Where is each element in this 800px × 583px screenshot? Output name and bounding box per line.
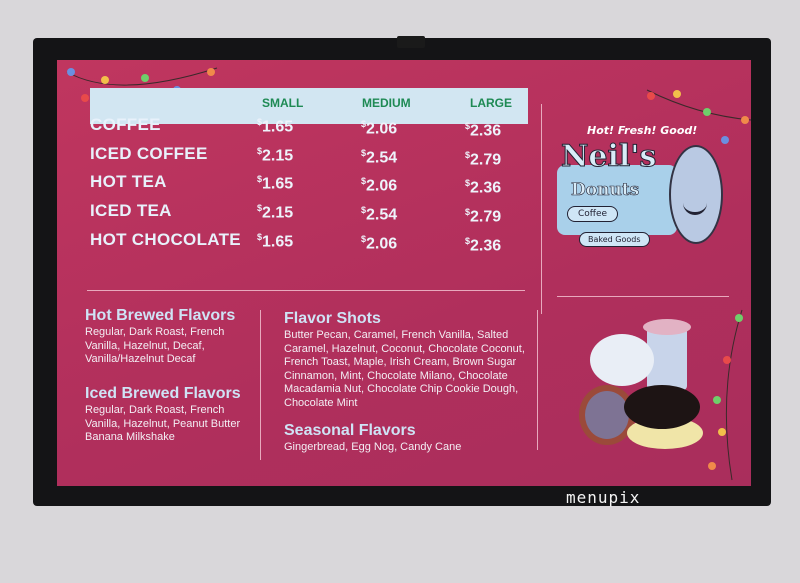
- camera: [397, 36, 425, 48]
- flavor-shots-title: Flavor Shots: [284, 310, 381, 327]
- logo-name2: Donuts: [571, 180, 640, 201]
- menu-item-price: $2.06: [361, 119, 397, 138]
- currency-symbol: $: [465, 178, 471, 188]
- logo-tagline: Hot! Fresh! Good!: [587, 124, 698, 137]
- logo-name: Neil's: [560, 139, 657, 174]
- divider: [557, 296, 729, 297]
- menu-item-price: $1.65: [257, 174, 293, 193]
- menu-item-price: $2.36: [465, 236, 501, 255]
- iced-brewed-list: Regular, Dark Roast, French Vanilla, Haz…: [85, 404, 241, 443]
- size-small: SMALL: [262, 96, 304, 110]
- seasonal-title: Seasonal Flavors: [284, 422, 416, 439]
- logo-panel: [557, 165, 677, 235]
- donuts-photo-icon: [579, 319, 703, 449]
- currency-symbol: $: [257, 203, 263, 213]
- currency-symbol: $: [361, 119, 367, 129]
- price-value: 2.79: [470, 208, 502, 226]
- currency-symbol: $: [465, 150, 471, 160]
- flavor-shots-list: Butter Pecan, Caramel, French Vanilla, S…: [284, 329, 525, 409]
- menu-item-name: HOT CHOCOLATE: [90, 230, 241, 249]
- watermark: menupix: [566, 488, 641, 507]
- divider: [537, 310, 538, 450]
- menu-item-price: $2.15: [257, 146, 293, 165]
- menu-item-price: $1.65: [257, 117, 293, 136]
- menu-item-name: COFFEE: [90, 115, 161, 134]
- menu-item-price: $2.79: [465, 207, 501, 226]
- currency-symbol: $: [465, 121, 471, 131]
- currency-symbol: $: [257, 117, 263, 127]
- menu-item-name: ICED TEA: [90, 201, 172, 220]
- price-value: 1.65: [262, 233, 294, 251]
- seasonal-list: Gingerbread, Egg Nog, Candy Cane: [284, 441, 462, 453]
- menu-item-price: $2.54: [361, 148, 397, 167]
- iced-brewed-title: Iced Brewed Flavors: [85, 385, 241, 402]
- price-value: 2.36: [470, 179, 502, 197]
- price-value: 2.15: [262, 204, 294, 222]
- price-value: 2.06: [366, 120, 398, 138]
- currency-symbol: $: [465, 236, 471, 246]
- price-value: 2.54: [366, 149, 398, 167]
- menu-item-price: $2.06: [361, 176, 397, 195]
- size-medium: MEDIUM: [362, 96, 411, 110]
- price-value: 2.54: [366, 206, 398, 224]
- logo-badge-baked: Baked Goods: [579, 232, 650, 247]
- currency-symbol: $: [361, 205, 367, 215]
- menu-item-name: HOT TEA: [90, 172, 167, 191]
- currency-symbol: $: [361, 234, 367, 244]
- price-value: 1.65: [262, 175, 294, 193]
- price-value: 2.15: [262, 147, 294, 165]
- price-value: 2.36: [470, 237, 502, 255]
- size-header-bar: [90, 88, 528, 124]
- hot-brewed-title: Hot Brewed Flavors: [85, 307, 236, 324]
- menu-item-price: $2.79: [465, 150, 501, 169]
- currency-symbol: $: [465, 207, 471, 217]
- menu-item-price: $2.06: [361, 234, 397, 253]
- menu-item-name: ICED COFFEE: [90, 144, 208, 163]
- price-value: 2.36: [470, 122, 502, 140]
- divider: [260, 310, 261, 460]
- hot-brewed-list: Regular, Dark Roast, French Vanilla, Haz…: [85, 326, 225, 365]
- price-value: 2.79: [470, 151, 502, 169]
- currency-symbol: $: [257, 232, 263, 242]
- size-large: LARGE: [470, 96, 512, 110]
- price-value: 1.65: [262, 118, 294, 136]
- menu-item-price: $1.65: [257, 232, 293, 251]
- logo-badge-coffee: Coffee: [567, 206, 619, 222]
- neils-donuts-logo: Hot! Fresh! Good! Neil's Donuts Coffee B…: [557, 120, 747, 270]
- currency-symbol: $: [257, 174, 263, 184]
- menu-screen: SMALL MEDIUM LARGE COFFEE $1.65 $2.06 $2.36…: [57, 60, 751, 486]
- menu-item-price: $2.54: [361, 205, 397, 224]
- menu-item-price: $2.36: [465, 121, 501, 140]
- menu-item-price: $2.15: [257, 203, 293, 222]
- currency-symbol: $: [361, 148, 367, 158]
- currency-symbol: $: [257, 146, 263, 156]
- price-value: 2.06: [366, 177, 398, 195]
- divider: [87, 290, 525, 291]
- menu-item-price: $2.36: [465, 178, 501, 197]
- price-value: 2.06: [366, 235, 398, 253]
- divider: [541, 104, 542, 314]
- donut-mascot-icon: [669, 145, 723, 244]
- currency-symbol: $: [361, 176, 367, 186]
- christmas-lights-icon: [66, 67, 751, 481]
